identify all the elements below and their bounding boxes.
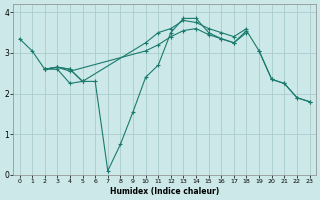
X-axis label: Humidex (Indice chaleur): Humidex (Indice chaleur) bbox=[110, 187, 219, 196]
